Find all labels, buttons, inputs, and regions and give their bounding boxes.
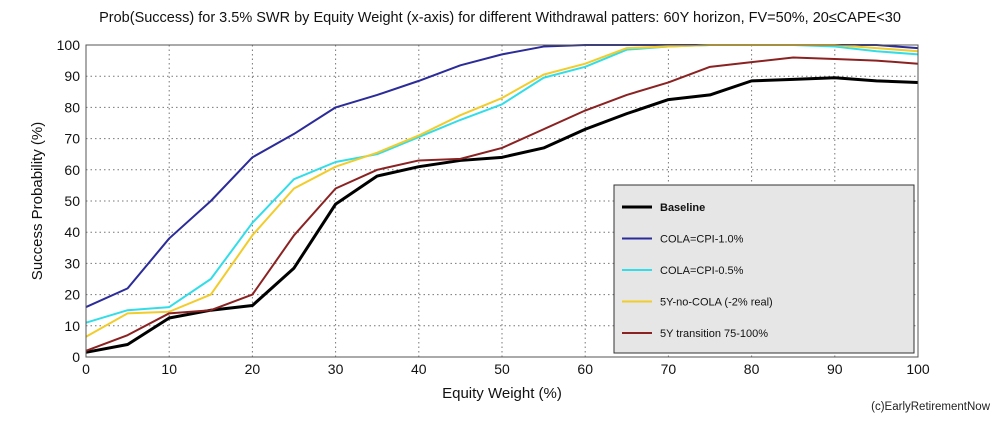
- y-tick-label: 70: [64, 131, 80, 147]
- x-tick-label: 40: [411, 361, 427, 377]
- plot-frame: [85, 44, 919, 358]
- y-tick-label: 20: [64, 287, 80, 303]
- x-tick-label: 10: [161, 361, 177, 377]
- series-line-4: [85, 56, 919, 352]
- x-tick-label: 20: [245, 361, 261, 377]
- y-tick-label: 90: [64, 68, 80, 84]
- y-tick-label: 60: [64, 162, 80, 178]
- x-axis-label: Equity Weight (%): [442, 385, 562, 402]
- chart-title: Prob(Success) for 3.5% SWR by Equity Wei…: [99, 10, 901, 26]
- y-tick-label: 0: [72, 349, 80, 365]
- x-tick-label: 0: [82, 361, 90, 377]
- series-line-0: [85, 76, 919, 354]
- legend-entry: 5Y-no-COLA (-2% real): [660, 297, 773, 309]
- legend-entry: COLA=CPI-0.5%: [660, 265, 744, 277]
- y-tick-label: 30: [64, 255, 80, 271]
- x-tick-label: 100: [906, 361, 930, 377]
- y-axis-label: Success Probability (%): [29, 122, 46, 280]
- legend: Baseline COLA=CPI-1.0% COLA=CPI-0.5% 5Y-no-…: [613, 184, 915, 354]
- legend-entry: COLA=CPI-1.0%: [660, 234, 744, 246]
- y-tick-label: 100: [57, 37, 81, 53]
- x-tick-label: 30: [328, 361, 344, 377]
- x-tick-label: 90: [827, 361, 843, 377]
- legend-entry: 5Y transition 75-100%: [660, 328, 768, 340]
- x-tick-label: 60: [577, 361, 593, 377]
- x-tick-label: 80: [744, 361, 760, 377]
- x-tick-label: 70: [661, 361, 677, 377]
- y-tick-label: 40: [64, 224, 80, 240]
- x-tick-label: 50: [494, 361, 510, 377]
- y-tick-label: 50: [64, 193, 80, 209]
- watermark: (c)EarlyRetirementNow: [871, 401, 991, 413]
- y-tick-label: 80: [64, 99, 80, 115]
- legend-entry: Baseline: [660, 202, 705, 214]
- y-tick-label: 10: [64, 318, 80, 334]
